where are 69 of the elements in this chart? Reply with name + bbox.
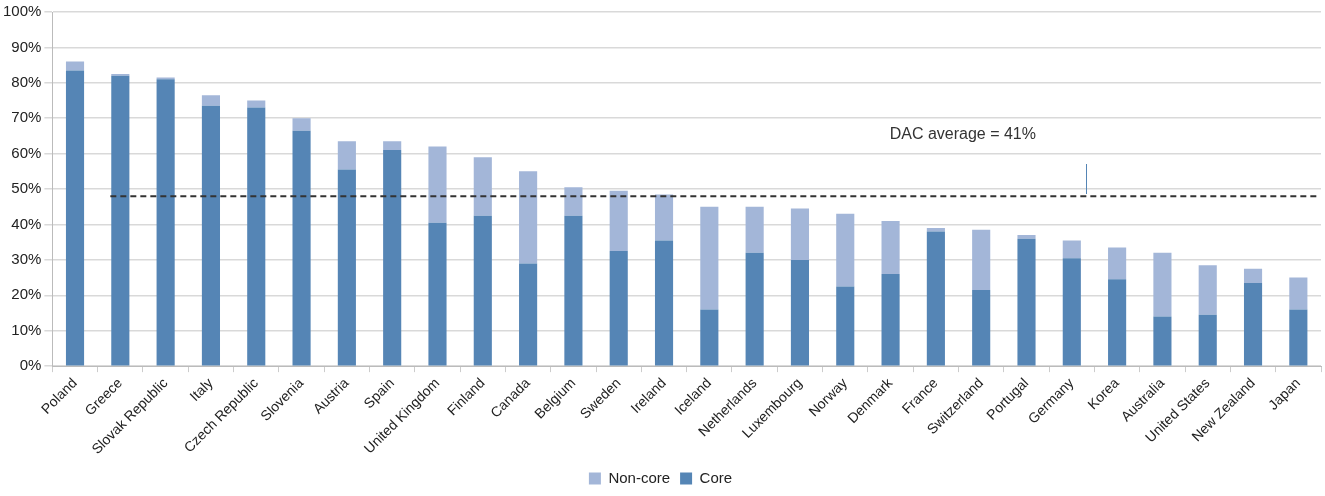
bar <box>1062 240 1081 259</box>
bar <box>428 222 447 366</box>
bar <box>1153 252 1172 317</box>
bar <box>926 231 945 366</box>
bar <box>700 206 719 310</box>
bar <box>564 215 583 366</box>
bar <box>836 213 855 287</box>
bar <box>1108 279 1127 366</box>
bar <box>881 220 900 275</box>
y-tick-label: 90% <box>11 37 42 55</box>
y-tick-label: 40% <box>11 214 42 232</box>
y-tick-label: 80% <box>11 72 42 90</box>
bar <box>292 130 311 366</box>
bar <box>473 157 492 216</box>
bar <box>1289 309 1308 366</box>
bar <box>201 105 221 366</box>
bar <box>65 70 85 366</box>
bar <box>337 141 356 170</box>
bar <box>972 229 991 290</box>
legend-label: Core <box>699 468 733 486</box>
y-tick-label: 50% <box>11 179 42 197</box>
bar <box>383 141 402 151</box>
bar <box>292 118 311 131</box>
bar <box>745 206 764 253</box>
bar <box>519 171 538 264</box>
bar <box>836 286 855 366</box>
y-tick-label: 0% <box>19 356 42 374</box>
bar <box>1289 277 1308 310</box>
bar <box>201 95 221 106</box>
bar <box>1198 314 1217 366</box>
legend-label: Non-core <box>608 468 671 486</box>
bar <box>881 274 900 366</box>
bar <box>473 215 492 366</box>
bar <box>383 150 402 366</box>
bar <box>1153 316 1172 366</box>
bar <box>1243 282 1263 366</box>
bar <box>1062 258 1081 366</box>
bar <box>564 187 583 216</box>
bar <box>337 169 356 366</box>
bar <box>1243 268 1263 283</box>
y-tick-label: 20% <box>11 285 42 303</box>
bar <box>519 263 538 366</box>
bar <box>156 79 175 366</box>
bar <box>65 61 85 71</box>
bar <box>1108 247 1127 280</box>
y-tick-label: 30% <box>11 250 42 268</box>
bar <box>428 146 447 223</box>
bar <box>609 251 628 366</box>
bar <box>790 208 810 260</box>
bar <box>247 100 266 108</box>
x-tick-label: Italy <box>186 374 216 405</box>
bar <box>1017 235 1036 239</box>
annotation: DAC average = 41% <box>889 124 1036 142</box>
bar <box>1017 238 1036 366</box>
bar <box>609 190 628 252</box>
bar <box>790 259 810 366</box>
bar <box>654 194 674 241</box>
bar <box>972 290 991 366</box>
bar <box>700 309 719 366</box>
bar <box>1198 265 1217 315</box>
bar <box>745 252 764 366</box>
y-tick-label: 100% <box>2 2 42 20</box>
bar <box>926 228 945 232</box>
y-tick-label: 10% <box>11 320 42 338</box>
y-tick-label: 70% <box>11 108 42 126</box>
bar <box>111 75 130 366</box>
bar <box>654 240 674 366</box>
y-tick-label: 60% <box>11 143 42 161</box>
bar <box>247 107 266 366</box>
